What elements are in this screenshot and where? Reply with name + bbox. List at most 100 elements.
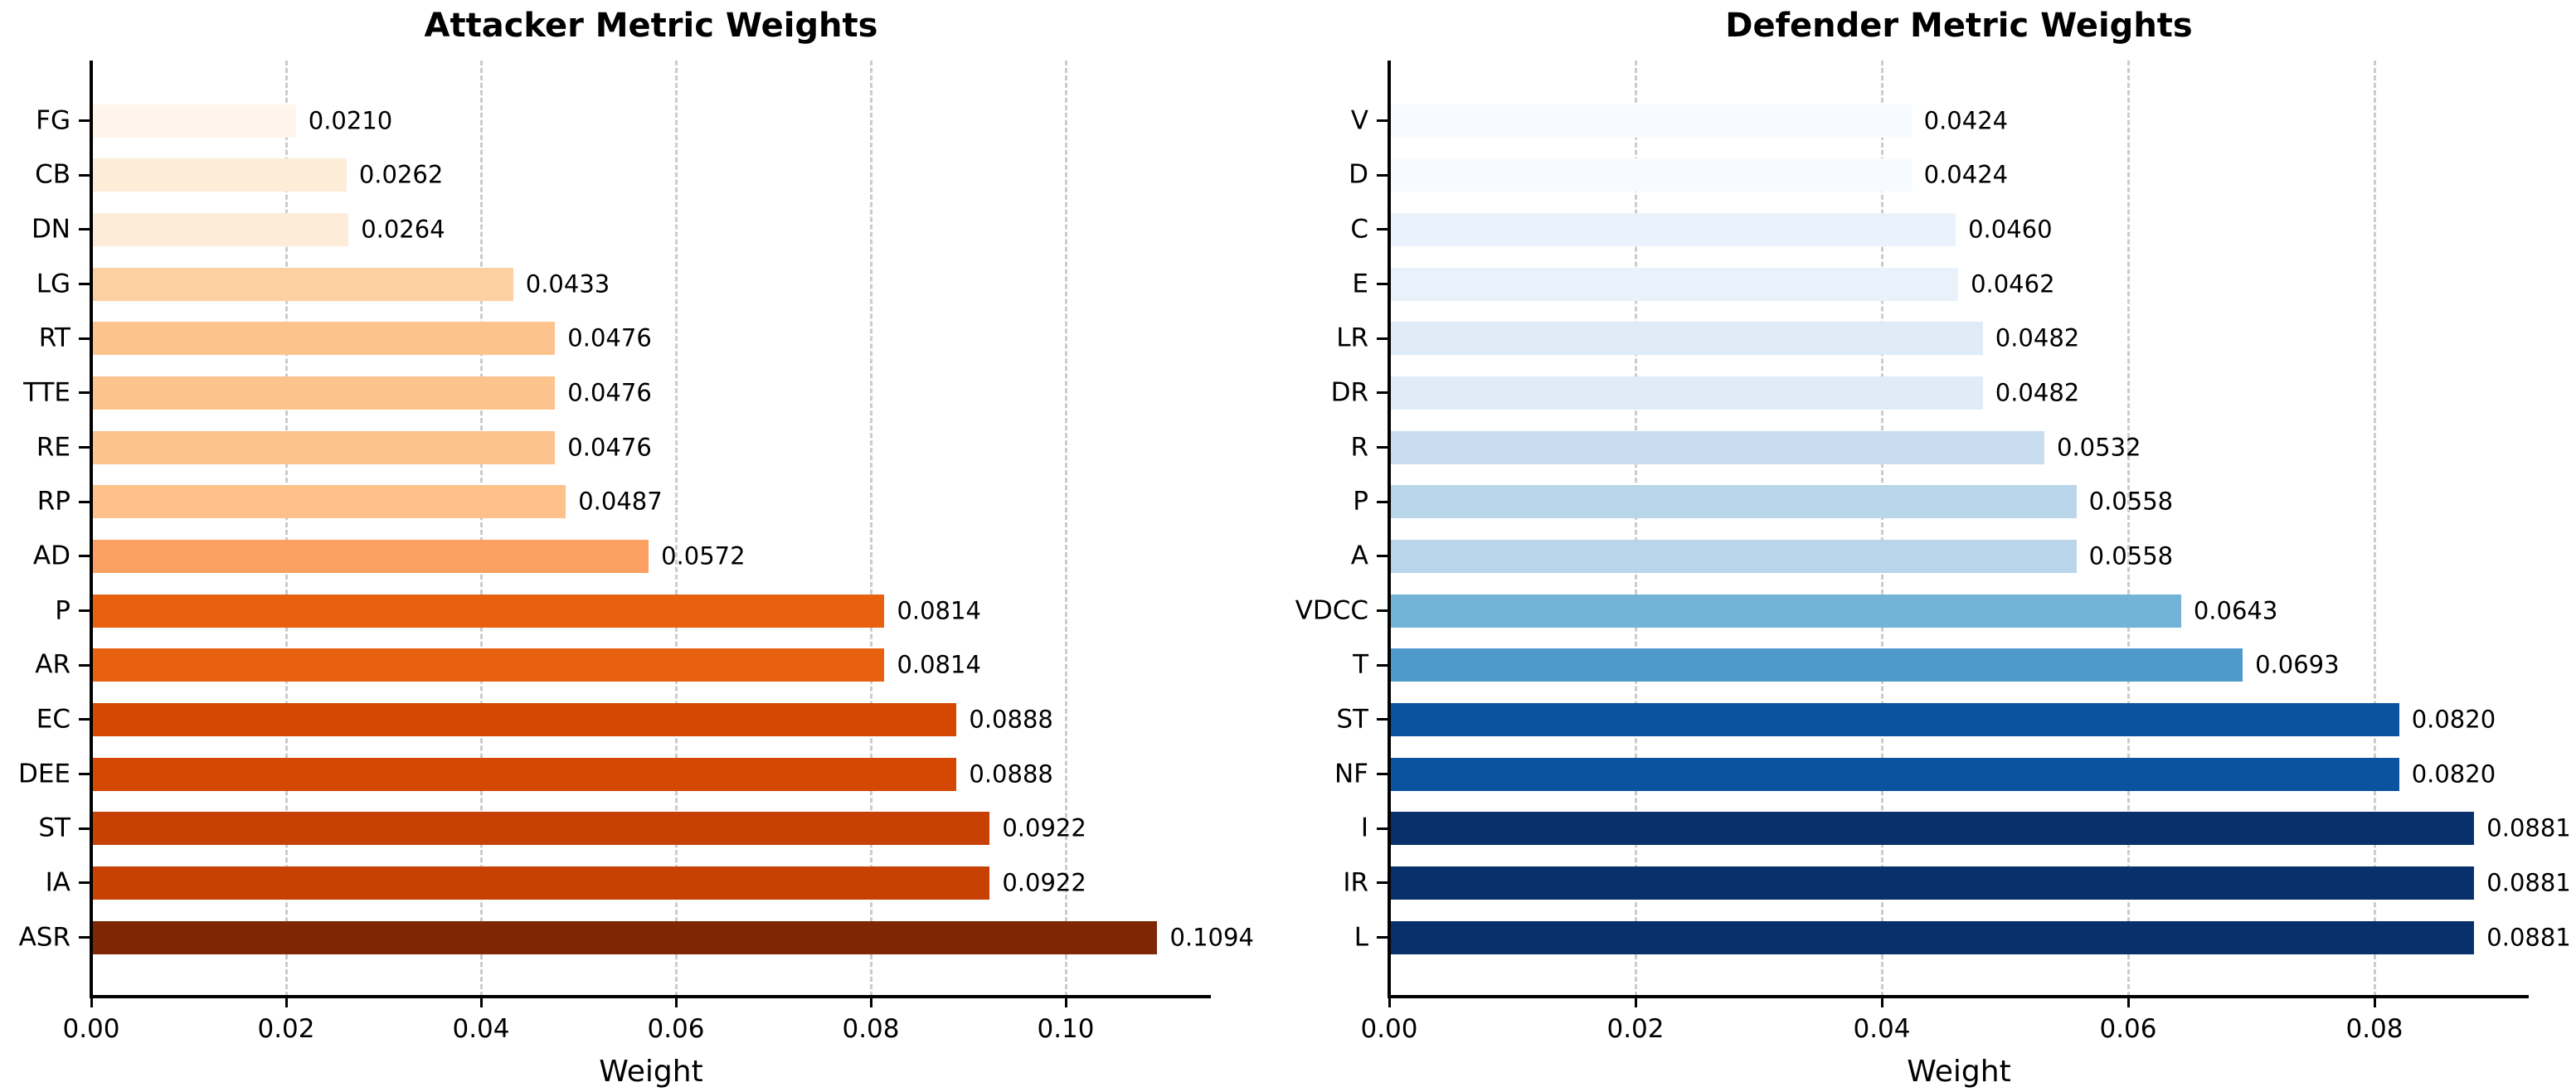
bar-r [1389,430,2045,464]
x-tick-label: 0.08 [842,1014,900,1044]
bar-value-label: 0.0820 [2411,705,2496,734]
bar-value-label: 0.0210 [308,106,393,135]
bar-value-label: 0.0558 [2088,487,2174,516]
x-tick-label: 0.02 [1606,1014,1665,1044]
y-tick-mark [79,446,90,449]
y-tick-mark [1377,936,1388,939]
x-tick-mark [479,998,483,1007]
y-category-label: C [1350,214,1368,245]
y-tick-mark [1377,500,1388,503]
bar-value-label: 0.0476 [567,433,652,462]
gridline [869,61,872,997]
bar-lg [91,267,513,301]
y-category-label: ASR [18,922,70,953]
y-tick-mark [79,555,90,558]
bar-value-label: 0.0460 [1968,215,2053,244]
x-tick-label: 0.10 [1037,1014,1095,1044]
bar-cb [91,158,347,192]
bar-value-label: 0.0262 [358,160,444,189]
y-category-label: IA [45,867,70,898]
x-tick-mark [674,998,678,1007]
gridline [2373,61,2376,997]
bar-t [1389,648,2243,682]
y-category-label: V [1350,105,1368,136]
x-tick-label: 0.04 [452,1014,510,1044]
y-category-label: CB [35,159,70,190]
y-tick-mark [1377,391,1388,395]
y-tick-mark [1377,773,1388,776]
y-tick-mark [79,391,90,395]
chart-title: Defender Metric Weights [1725,7,2193,45]
y-category-label: E [1352,269,1368,299]
y-category-label: VDCC [1295,595,1368,626]
x-tick-label: 0.00 [1360,1014,1418,1044]
x-tick-mark [90,998,93,1007]
y-tick-mark [1377,555,1388,558]
bar-st [1389,702,2399,736]
y-category-label: DR [1330,377,1368,408]
x-tick-mark [869,998,872,1007]
bar-value-label: 0.0476 [567,323,652,352]
x-tick-mark [1634,998,1637,1007]
y-category-label: NF [1334,759,1368,789]
x-tick-label: 0.02 [257,1014,315,1044]
y-axis-spine [1388,61,1391,998]
x-tick-label: 0.08 [2345,1014,2403,1044]
gridline [284,61,288,997]
y-category-label: I [1360,813,1368,843]
gridline [2126,61,2130,997]
bar-value-label: 0.0820 [2411,760,2496,789]
y-category-label: AR [35,649,70,680]
bar-value-label: 0.0888 [969,760,1053,789]
y-tick-mark [79,663,90,667]
bar-ia [91,866,990,900]
y-tick-mark [79,773,90,776]
x-axis-title: Weight [599,1055,703,1089]
y-tick-mark [79,173,90,177]
bar-value-label: 0.0487 [578,487,663,516]
y-category-label: ST [38,813,70,843]
y-category-label: RT [38,323,70,353]
bar-value-label: 0.0462 [1971,269,2055,298]
y-category-label: T [1353,649,1368,680]
y-tick-mark [1377,228,1388,231]
y-tick-mark [79,119,90,123]
y-axis-spine [90,61,93,998]
x-tick-mark [284,998,288,1007]
bar-value-label: 0.0482 [1995,323,2080,352]
y-tick-mark [1377,881,1388,885]
bar-value-label: 0.0433 [525,269,610,298]
gridline [1634,61,1637,997]
y-tick-mark [1377,718,1388,721]
x-axis-line [1388,995,2529,998]
gridline [1064,61,1067,997]
bar-dee [91,757,957,791]
bar-value-label: 0.0572 [661,541,746,570]
gridline [1880,61,1883,997]
bar-d [1389,158,1912,192]
bar-value-label: 0.0888 [969,705,1053,734]
bar-value-label: 0.0532 [2057,433,2141,462]
y-category-label: P [1353,486,1368,517]
bar-re [91,430,556,464]
x-tick-mark [1880,998,1883,1007]
y-tick-mark [79,283,90,286]
gridline [479,61,483,997]
bar-value-label: 0.0922 [1002,813,1086,842]
y-category-label: D [1349,159,1368,190]
bar-value-label: 0.0881 [2486,923,2571,952]
y-tick-mark [1377,173,1388,177]
y-category-label: RP [36,486,70,517]
bar-p [1389,485,2077,519]
y-category-label: LG [36,269,70,299]
y-tick-mark [1377,609,1388,613]
bar-p [91,594,885,628]
bar-ad [91,539,649,573]
x-tick-mark [2373,998,2376,1007]
y-tick-mark [79,936,90,939]
y-tick-mark [1377,283,1388,286]
y-category-label: L [1354,922,1368,953]
bar-l [1389,920,2475,954]
